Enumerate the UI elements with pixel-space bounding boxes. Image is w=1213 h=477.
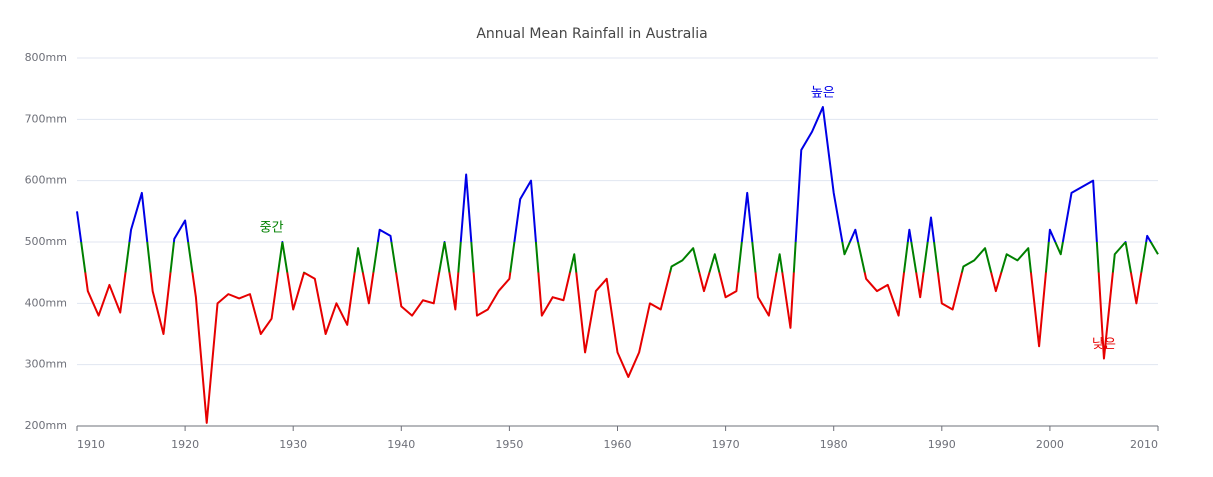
- annotation: 낮은: [1092, 337, 1116, 352]
- x-tick-label: 1980: [820, 438, 848, 451]
- y-tick-label: 500mm: [25, 235, 67, 248]
- x-tick-label: 1930: [279, 438, 307, 451]
- y-tick-label: 200mm: [25, 419, 67, 432]
- x-tick-label: 1920: [171, 438, 199, 451]
- y-tick-label: 800mm: [25, 51, 67, 64]
- x-tick-label: 1910: [77, 438, 105, 451]
- y-tick-label: 400mm: [25, 296, 67, 309]
- x-tick-label: 2000: [1036, 438, 1064, 451]
- y-tick-label: 600mm: [25, 174, 67, 187]
- x-tick-label: 1950: [495, 438, 523, 451]
- x-tick-label: 1940: [387, 438, 415, 451]
- x-tick-label: 1970: [712, 438, 740, 451]
- annotation: 높은: [811, 86, 835, 101]
- y-tick-label: 300mm: [25, 358, 67, 371]
- x-tick-label: 1960: [604, 438, 632, 451]
- annotation: 중간: [260, 221, 284, 236]
- y-tick-label: 700mm: [25, 112, 67, 125]
- chart-title: Annual Mean Rainfall in Australia: [476, 26, 707, 42]
- x-tick-label: 1990: [928, 438, 956, 451]
- x-tick-label: 2010: [1130, 438, 1158, 451]
- rainfall-line: [76, 106, 1159, 424]
